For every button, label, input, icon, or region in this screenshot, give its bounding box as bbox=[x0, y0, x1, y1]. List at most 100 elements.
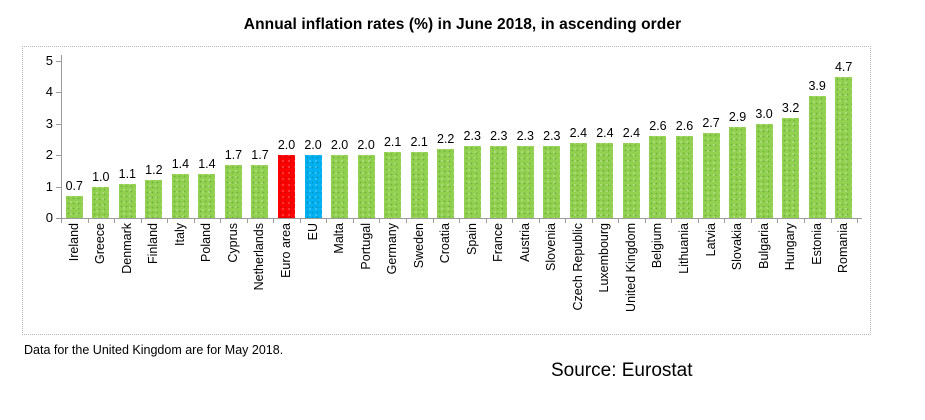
bar-value-label: 1.1 bbox=[118, 166, 137, 181]
x-axis-tick bbox=[379, 219, 381, 223]
bar-column: 1.4 bbox=[167, 61, 194, 218]
x-axis-tick bbox=[803, 219, 805, 223]
category-label: Poland bbox=[199, 223, 214, 262]
bar-column: 2.6 bbox=[645, 61, 672, 218]
bar-value-label: 2.1 bbox=[383, 135, 402, 150]
bar-value-label: 2.2 bbox=[437, 131, 455, 146]
bar-column: 3.0 bbox=[751, 61, 778, 218]
bar-column: 2.1 bbox=[406, 61, 433, 218]
y-axis-tick bbox=[56, 186, 61, 188]
category-label: Latvia bbox=[703, 223, 718, 257]
bar-column: 2.1 bbox=[379, 61, 406, 218]
category-label: Denmark bbox=[119, 223, 134, 274]
bar-latvia bbox=[702, 133, 720, 218]
bar-value-label: 2.6 bbox=[675, 119, 694, 134]
x-axis-tick bbox=[644, 219, 646, 223]
bar-value-label: 2.3 bbox=[463, 128, 481, 143]
bar-value-label: 1.0 bbox=[92, 169, 110, 184]
category-label-cell: Finland bbox=[141, 223, 168, 363]
x-axis-tick bbox=[405, 219, 407, 223]
bar-netherlands bbox=[251, 164, 269, 218]
bar-value-label: 1.7 bbox=[224, 147, 243, 162]
bar-column: 2.3 bbox=[486, 61, 513, 218]
category-label-cell: Austria bbox=[512, 223, 539, 363]
category-label-cell: Greece bbox=[88, 223, 115, 363]
bar-column: 2.2 bbox=[432, 61, 459, 218]
category-label: Romania bbox=[836, 223, 851, 274]
category-label: Austria bbox=[517, 223, 532, 262]
x-axis-tick bbox=[697, 219, 699, 223]
category-label: Bulgaria bbox=[756, 223, 771, 269]
bar-bulgaria bbox=[755, 123, 773, 218]
bar-column: 2.0 bbox=[300, 61, 327, 218]
bar-france bbox=[490, 145, 508, 218]
category-label-cell: Italy bbox=[167, 223, 194, 363]
bar-denmark bbox=[118, 183, 136, 218]
x-axis-tick bbox=[512, 219, 514, 223]
bar-value-label: 4.7 bbox=[834, 60, 853, 74]
bar-column: 2.0 bbox=[353, 61, 380, 218]
x-axis-tick bbox=[485, 219, 487, 223]
category-label: Lithuania bbox=[676, 223, 691, 274]
bar-value-label: 2.3 bbox=[490, 128, 508, 143]
x-axis-tick bbox=[777, 219, 779, 223]
category-label: Greece bbox=[93, 223, 108, 264]
bar-spain bbox=[463, 145, 481, 218]
x-axis-tick bbox=[193, 219, 195, 223]
bar-column: 2.7 bbox=[698, 61, 725, 218]
bar-value-label: 2.0 bbox=[330, 138, 349, 153]
category-label: Hungary bbox=[783, 223, 798, 271]
bar-value-label: 3.9 bbox=[808, 78, 826, 93]
category-label-cell: Slovenia bbox=[539, 223, 566, 363]
category-label-cell: Ireland bbox=[61, 223, 88, 363]
bar-column: 2.4 bbox=[565, 61, 592, 218]
bar-column: 1.7 bbox=[247, 61, 274, 218]
x-axis-tick bbox=[352, 219, 354, 223]
category-label-cell: France bbox=[486, 223, 513, 363]
x-axis-line bbox=[56, 218, 862, 219]
category-label-cell: Hungary bbox=[777, 223, 804, 363]
bar-germany bbox=[384, 152, 402, 218]
category-label: Slovenia bbox=[544, 223, 559, 271]
category-label: Italy bbox=[172, 223, 187, 246]
category-label: Belgium bbox=[650, 223, 665, 269]
category-label: Finland bbox=[146, 223, 161, 264]
bar-value-label: 2.3 bbox=[516, 128, 534, 143]
x-axis-tick bbox=[432, 219, 434, 223]
bar-value-label: 2.9 bbox=[728, 109, 747, 124]
category-label-cell: Denmark bbox=[114, 223, 141, 363]
plot-area: 0.7 1.0 1.1 1.2 1.4 1.4 1.7 1.7 2.0 2.0 2.0 2.0 2.1 2… bbox=[61, 61, 857, 218]
y-axis-label: 5 bbox=[45, 53, 53, 68]
bar-value-label: 3.2 bbox=[781, 100, 800, 115]
x-axis-tick bbox=[857, 219, 858, 223]
category-label: Netherlands bbox=[252, 223, 267, 291]
category-label-cell: Slovakia bbox=[724, 223, 751, 363]
x-axis-tick bbox=[61, 219, 62, 223]
y-axis-line bbox=[61, 55, 62, 219]
bar-column: 2.4 bbox=[592, 61, 619, 218]
x-axis-tick bbox=[299, 219, 301, 223]
category-label: Portugal bbox=[358, 223, 373, 270]
y-axis-tick bbox=[56, 92, 61, 94]
footnote: Data for the United Kingdom are for May … bbox=[24, 343, 284, 357]
category-label: France bbox=[491, 223, 506, 262]
bar-column: 3.9 bbox=[804, 61, 831, 218]
category-label-cell: Germany bbox=[379, 223, 406, 363]
category-label: Malta bbox=[332, 223, 347, 254]
bar-belgium bbox=[649, 136, 667, 218]
bar-finland bbox=[145, 180, 163, 218]
bar-column: 2.3 bbox=[539, 61, 566, 218]
category-label: United Kingdom bbox=[623, 223, 638, 312]
bar-column: 1.7 bbox=[220, 61, 247, 218]
x-axis-tick bbox=[538, 219, 540, 223]
x-axis-tick bbox=[273, 219, 275, 223]
bar-luxembourg bbox=[596, 142, 614, 218]
y-axis-label: 0 bbox=[45, 210, 53, 225]
bar-column: 0.7 bbox=[61, 61, 88, 218]
bar-value-label: 1.4 bbox=[198, 157, 216, 171]
bar-poland bbox=[198, 174, 216, 218]
bar-column: 1.1 bbox=[114, 61, 141, 218]
bar-value-label: 2.1 bbox=[410, 135, 428, 150]
bar-value-label: 0.7 bbox=[65, 179, 83, 193]
